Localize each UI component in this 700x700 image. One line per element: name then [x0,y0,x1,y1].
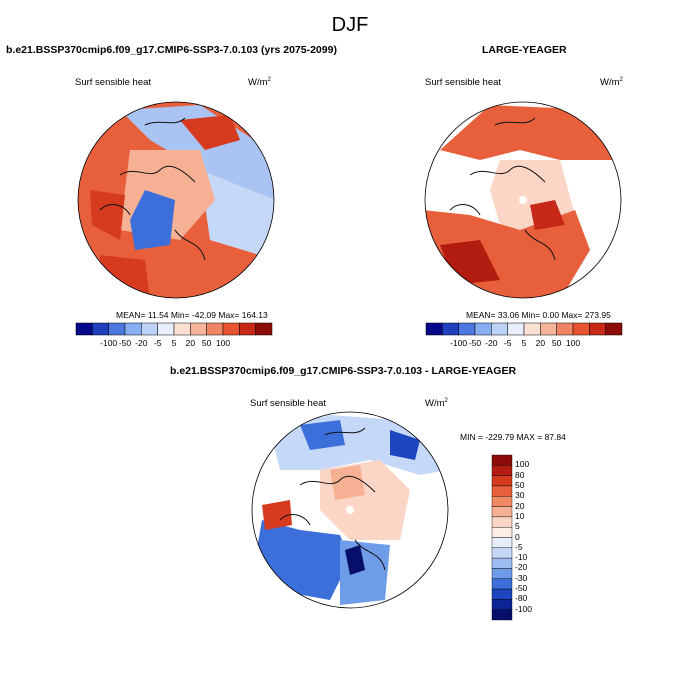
colorbar-swatch [491,506,513,518]
colorbar-tick-label: 10 [515,510,525,521]
colorbar-swatch [75,322,93,336]
colorbar-swatch [491,599,513,610]
colorbar-swatch [173,322,191,336]
colorbar-swatch [222,322,240,336]
colorbar-swatch [491,609,513,621]
colorbar-tick-label: 5 [515,521,520,532]
colorbar-swatch [255,322,273,336]
colorbar-tick-label: -100 [100,338,118,348]
panel2-stats: MEAN= 33.06 Min= 0.00 Max= 273.95 [466,310,611,320]
colorbar-swatch [92,322,109,336]
colorbar-swatch [589,322,606,336]
colorbar-swatch [442,322,459,336]
colorbar-tick-label: 100 [215,338,231,348]
colorbar-tick-label: 50 [201,338,212,348]
colorbar-swatch [491,588,513,600]
panel3-case-title: b.e21.BSSP370cmip6.f09_g17.CMIP6-SSP3-7.… [170,365,517,377]
colorbar-tick-label: -50 [515,583,528,594]
colorbar-swatch [491,547,513,559]
colorbar-tick-label: -50 [118,338,132,348]
colorbar-swatch [507,322,525,336]
panel3-stats: MIN = -229.79 MAX = 87.84 [460,432,566,442]
colorbar-tick-label: 100 [515,459,530,470]
colorbar-tick-label: 80 [515,469,525,480]
colorbar-swatch [491,537,513,549]
colorbar-swatch [491,465,513,476]
colorbar-swatch [540,322,557,336]
colorbar-swatch [141,322,158,336]
colorbar-swatch [491,322,508,336]
panel1-stats: MEAN= 11.54 Min= -42.09 Max= 164.13 [116,310,268,320]
colorbar-tick-label: -100 [450,338,468,348]
colorbar-tick-label: -100 [515,603,533,614]
colorbar-tick-label: -5 [515,541,523,552]
colorbar-tick-label: -5 [153,338,162,348]
colorbar-swatch [491,516,513,528]
panel1-colorbar [75,322,273,336]
panel3-colorbar [491,454,513,621]
colorbar-swatch [425,322,443,336]
panel2-case-title: LARGE-YEAGER [482,44,567,56]
colorbar-swatch [523,322,541,336]
colorbar-tick-label: -10 [515,552,528,563]
colorbar-swatch [491,568,513,579]
colorbar-tick-label: -80 [515,593,528,604]
colorbar-tick-label: 5 [171,338,177,348]
colorbar-swatch [491,454,513,466]
colorbar-swatch [491,578,513,590]
colorbar-swatch [157,322,175,336]
colorbar-swatch [458,322,476,336]
colorbar-tick-label: -20 [515,562,528,573]
colorbar-swatch [108,322,126,336]
panel3-units: W/m2 [425,398,448,410]
colorbar-swatch [491,485,513,497]
colorbar-tick-label: 20 [515,500,525,511]
panel1-units: W/m2 [248,77,271,89]
colorbar-tick-label: 0 [515,531,520,542]
colorbar-tick-label: -20 [485,338,498,348]
panel2-variable-label: Surf sensible heat [425,77,502,88]
colorbar-swatch [124,322,142,336]
colorbar-swatch [239,322,256,336]
colorbar-swatch [491,475,513,487]
colorbar-tick-label: 20 [185,338,196,348]
colorbar-tick-label: -20 [135,338,148,348]
colorbar-swatch [190,322,207,336]
panel1-variable-label: Surf sensible heat [75,77,152,88]
colorbar-swatch [491,496,513,507]
panel1-case-title: b.e21.BSSP370cmip6.f09_g17.CMIP6-SSP3-7.… [6,44,337,56]
colorbar-tick-label: 5 [521,338,527,348]
colorbar-tick-label: 20 [535,338,546,348]
colorbar-tick-label: -50 [468,338,482,348]
panel2-units: W/m2 [600,77,623,89]
panel3-variable-label: Surf sensible heat [250,398,327,409]
colorbar-swatch [474,322,492,336]
figure-title: DJF [331,14,369,36]
colorbar-swatch [206,322,224,336]
colorbar-tick-label: 100 [565,338,581,348]
colorbar-tick-label: -30 [515,572,528,583]
colorbar-tick-label: -5 [503,338,512,348]
colorbar-tick-label: 50 [551,338,562,348]
colorbar-swatch [605,322,623,336]
colorbar-tick-label: 30 [515,490,525,501]
panel2-colorbar [425,322,623,336]
colorbar-swatch [491,526,513,538]
colorbar-swatch [556,322,574,336]
colorbar-swatch [572,322,590,336]
colorbar-tick-label: 50 [515,479,525,490]
colorbar-swatch [491,557,513,569]
